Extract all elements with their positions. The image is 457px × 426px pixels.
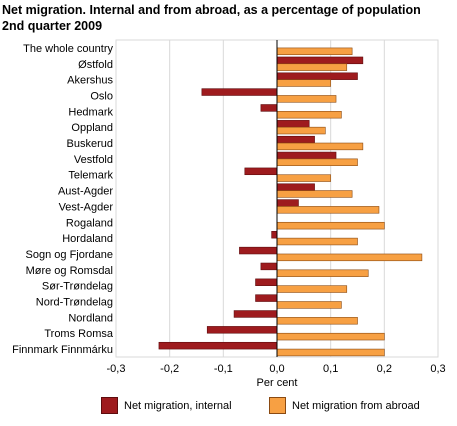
- bar-internal: [276, 56, 364, 65]
- category-label: Nordland: [68, 312, 113, 324]
- bar-internal: [233, 310, 278, 318]
- bar-internal: [276, 199, 299, 207]
- bar-abroad: [276, 285, 348, 293]
- category-label: Aust-Agder: [58, 186, 113, 198]
- bar-abroad: [276, 301, 342, 309]
- category-label: Vest-Agder: [59, 201, 114, 213]
- bar-internal: [239, 246, 278, 255]
- category-label: Møre og Romsdal: [26, 265, 113, 277]
- legend-item-abroad: Net migration from abroad: [269, 397, 420, 414]
- x-tick-label: 0,1: [323, 363, 338, 375]
- bar-internal: [276, 72, 358, 80]
- category-label: Hordaland: [62, 233, 113, 245]
- category-label: Finnmark Finnmárku: [12, 344, 113, 356]
- title-line-1: Net migration. Internal and from abroad,…: [2, 3, 421, 17]
- bar-abroad: [276, 206, 380, 214]
- bar-abroad: [276, 332, 385, 341]
- category-label: Hedmark: [68, 106, 113, 118]
- x-tick-label: -0,1: [214, 363, 233, 375]
- bar-internal: [260, 262, 278, 271]
- bar-abroad: [276, 126, 326, 135]
- category-label: Buskerud: [67, 138, 113, 150]
- legend-label-internal: Net migration, internal: [124, 399, 232, 412]
- x-tick-label: 0,0: [269, 363, 284, 375]
- bar-internal: [276, 151, 337, 160]
- bar-abroad: [276, 221, 385, 230]
- bar-abroad: [276, 348, 385, 357]
- category-label: Vestfold: [74, 154, 113, 166]
- x-axis-label: Per cent: [257, 377, 298, 389]
- bar-abroad: [276, 317, 358, 325]
- bar-internal: [271, 231, 278, 239]
- bar-abroad: [276, 63, 348, 71]
- category-label: Sogn og Fjordane: [26, 249, 113, 261]
- bar-internal: [276, 120, 310, 128]
- bar-internal: [158, 341, 278, 350]
- category-label: The whole country: [23, 43, 113, 55]
- bar-internal: [201, 88, 278, 96]
- legend-swatch-abroad: [269, 397, 286, 414]
- bar-internal: [244, 167, 278, 176]
- bar-abroad: [276, 142, 364, 151]
- bar-internal: [255, 278, 278, 286]
- category-label: Østfold: [78, 59, 113, 71]
- category-label: Akershus: [67, 75, 113, 87]
- bar-internal: [276, 183, 315, 191]
- bar-abroad: [276, 79, 331, 87]
- bar-internal: [255, 294, 278, 302]
- bar-abroad: [276, 253, 423, 262]
- category-label: Sør-Trøndelag: [42, 281, 113, 293]
- x-tick-label: -0,2: [160, 363, 179, 375]
- bar-abroad: [276, 237, 358, 246]
- category-label: Telemark: [68, 170, 113, 182]
- bar-internal: [206, 326, 278, 334]
- bar-abroad: [276, 95, 337, 103]
- legend: Net migration, internal Net migration fr…: [97, 391, 445, 419]
- bar-abroad: [276, 158, 358, 166]
- bar-abroad: [276, 47, 353, 56]
- bar-abroad: [276, 190, 353, 198]
- legend-label-abroad: Net migration from abroad: [292, 399, 420, 412]
- bar-abroad: [276, 111, 342, 119]
- x-tick-label: -0,3: [107, 363, 126, 375]
- title-line-2: 2nd quarter 2009: [2, 19, 103, 33]
- bar-internal: [260, 104, 278, 112]
- category-label: Troms Romsa: [44, 328, 114, 340]
- legend-item-internal: Net migration, internal: [101, 397, 232, 414]
- bar-abroad: [276, 174, 331, 182]
- x-tick-label: 0,2: [377, 363, 392, 375]
- chart-title: Net migration. Internal and from abroad,…: [2, 2, 454, 34]
- legend-swatch-internal: [101, 397, 118, 414]
- bar-internal: [276, 135, 315, 144]
- bar-abroad: [276, 269, 369, 277]
- bar-chart: -0,3 -0,2 -0,1 0,0 0,1 0,2 0,3 Per cent The whol…: [12, 39, 446, 389]
- category-label: Nord-Trøndelag: [36, 297, 113, 309]
- category-label: Oslo: [90, 90, 113, 102]
- category-label: Rogaland: [66, 217, 113, 229]
- category-label: Oppland: [71, 122, 113, 134]
- x-tick-label: 0,3: [430, 363, 445, 375]
